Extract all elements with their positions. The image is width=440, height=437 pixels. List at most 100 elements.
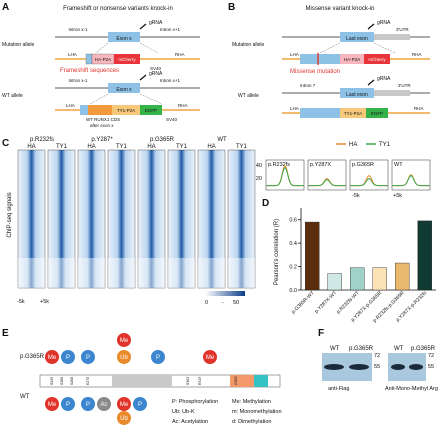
panel-e-bottom-circles: Me P P Ac Me P Ub [45,397,147,425]
panel-f-blot2-band-1 [409,364,423,370]
panel-b-utr: 3'UTR [396,27,409,32]
panel-f-blot2-lane-0: WT [394,346,404,352]
panel-c-profile-ytick-20: 20 [256,176,262,182]
panel-e-letter: E [2,328,9,339]
panel-b-mcherry: mCherry [368,57,386,62]
panel-a-mcherry-box [114,54,140,64]
y-tick-label-2: 0.4 [289,241,297,247]
panel-c-profiles: p.R232fs p.Y287X p.G365R WT [265,159,431,191]
heatmap-column-0 [17,149,46,289]
panel-c-x-left: -5k [17,299,25,305]
panel-b-missense-note: Missense mutation [290,69,340,75]
svg-text:Me: Me [48,402,57,408]
panel-a-wt-cds-box [88,105,112,115]
panel-a-mcherry: mCherry [118,57,136,62]
panel-e: E p.G365R WT S249 S266 S268 K276 S303 R319 G36… [2,328,282,425]
top-ptm-3: Me [117,333,131,347]
bar-2 [350,267,365,291]
panel-c-heatmaps [17,149,256,289]
panel-a-wt-lha: LHA [66,103,75,108]
heatmap-col-label-7: TY1 [236,144,248,150]
heatmap-col-label-6: HA [207,144,215,150]
bottom-ptm-1: P [61,397,75,411]
panel-f-blot1-mw-72: 72 [374,353,380,359]
heatmap-col-label-1: TY1 [56,144,68,150]
panel-f-blot2-lane-1: p.G365R [411,346,436,352]
svg-text:P: P [156,355,160,361]
panel-f-blot1-lane-1: p.G365R [349,346,374,352]
panel-a-grna-arrow [139,23,147,30]
panel-f-blot1-band-1 [349,364,369,370]
profile-3-ty1-line [392,174,430,187]
y-tick-label-1: 0.2 [289,265,297,271]
panel-f-blot1-mw-55: 55 [374,364,380,370]
panel-e-legend-0: P: Phosphorylation [172,399,218,405]
y-tick-label-0: 0.0 [289,288,297,294]
panel-c-colorbar-min: 0 [205,300,208,306]
panel-b-grna: gRNA [377,20,391,26]
panel-f-blot2-caption: Anti-Mono-Methyl Arg [385,386,438,392]
panel-b-egfp-box [366,108,388,118]
site-S268: S268 [70,377,74,385]
panel-c-profile-ytick-40: 40 [256,163,262,169]
panel-a-grna: gRNA [149,20,163,26]
panel-b-wt-lha: LHA [290,106,299,111]
panel-f-blot1-caption: anti-Flag [328,386,349,392]
panel-a-letter: A [2,2,9,13]
panel-d-ylabel: Pearson's correlation (R) [274,219,280,285]
panel-b-lha: LHA [290,52,299,57]
panel-b-wt-last-exon: Last exon [346,92,368,98]
svg-text:Me: Me [48,355,57,361]
panel-e-legend-4: m: Monomethylation [232,409,282,415]
panel-a-wt-intron-prev: Intron x-1 [68,78,88,83]
bar-0 [305,221,320,291]
panel-c-colorbar-max: 50 [233,300,239,306]
panel-b-wt-utr: 3'UTR [398,83,411,88]
panel-b-title: Missense variant knock-in [305,6,374,12]
panel-f-blot2-mw-55: 55 [428,364,434,370]
top-ptm-1: P [61,350,75,364]
panel-c-group-0: p.R232fs [30,137,54,143]
top-ptm-6: Me [203,350,217,364]
panel-b-ty1-p2a: TY1-P2A [344,111,362,116]
top-ptm-5: P [151,350,165,364]
profile-title-2: p.G365R [352,162,374,168]
profile-plot-3: WT [391,159,431,191]
panel-b-last-exon-label: Last exon [346,36,368,42]
heatmap-column-5 [167,149,196,289]
svg-text:Me: Me [120,402,129,408]
panel-e-domain-runt [112,375,172,387]
panel-e-domain-1 [230,375,254,387]
panel-a-rha: RHA [175,52,185,57]
panel-b-rha: RHA [412,52,422,57]
panel-a-wt-sv40: SV40 [166,117,178,122]
site-S266: S266 [60,377,64,385]
panel-b-letter: B [228,2,235,13]
panel-a-egfp: EGFP [145,108,157,113]
panel-c-x-right: +5k [40,299,49,305]
heatmap-column-2 [77,149,106,289]
panel-b-ha-p2a-box [340,54,364,64]
panel-c-colorbar-sep: - [222,300,224,306]
heatmap-column-7 [227,149,256,289]
panel-f-blot2-band-0 [391,364,405,370]
heatmap-col-label-5: TY1 [176,144,188,150]
panel-b-wt-rha: RHA [414,106,424,111]
bar-3 [372,267,387,291]
heatmap-col-label-3: TY1 [116,144,128,150]
panel-c-ylabel: ChIP-seq signals [7,192,13,237]
panel-f: F WT p.G365R 72 55 anti-Flag WT p.G365R … [318,328,438,392]
profile-title-0: p.R232fs [268,162,290,168]
panel-c-legend-ty1: TY1 [379,142,391,148]
panel-c-column-labels: HA TY1 HA TY1 HA TY1 HA TY1 [27,144,247,150]
panel-a-wt-cds-note-1: WT RUNX1 CDS [86,117,120,122]
top-ptm-0: Me [45,350,59,364]
panel-b-wt-allele-label: WT allele [238,93,259,99]
panel-a-exon [108,32,140,42]
panel-e-mutant-label: p.G365R [20,354,45,360]
bottom-ptm-6: Ub [117,411,131,425]
svg-text:P: P [66,355,70,361]
profile-title-1: p.Y287X [310,162,331,168]
panel-a-exon-label: Exon x [116,36,132,42]
